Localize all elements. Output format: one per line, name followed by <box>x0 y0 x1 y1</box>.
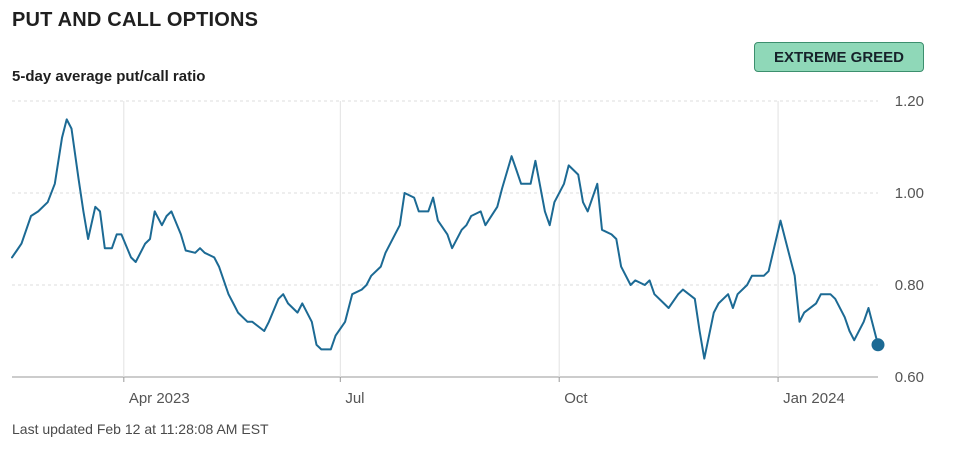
grid-lines <box>12 100 878 378</box>
y-tick-label: 1.00 <box>895 185 924 202</box>
sentiment-badge: EXTREME GREED <box>754 42 924 72</box>
y-tick-label: 0.60 <box>895 369 924 386</box>
y-tick-label: 1.20 <box>895 93 924 110</box>
page-title: PUT AND CALL OPTIONS <box>12 9 259 31</box>
series-layer <box>11 118 885 360</box>
chart-subtitle: 5-day average put/call ratio <box>12 68 206 85</box>
x-tick-label: Apr 2023 <box>129 390 190 407</box>
series-line <box>11 118 879 360</box>
x-tick-label: Jul <box>345 390 364 407</box>
x-tick-label: Jan 2024 <box>783 390 845 407</box>
x-tick-label: Oct <box>564 390 588 407</box>
y-tick-label: 0.80 <box>895 277 924 294</box>
last-value-marker[interactable] <box>871 338 885 352</box>
axis-ticks: 0.60 0.80 1.00 1.20 Apr 2023 Jul Oct Jan 2024 <box>123 93 924 407</box>
last-updated-text: Last updated Feb 12 at 11:28:08 AM EST <box>12 421 269 437</box>
